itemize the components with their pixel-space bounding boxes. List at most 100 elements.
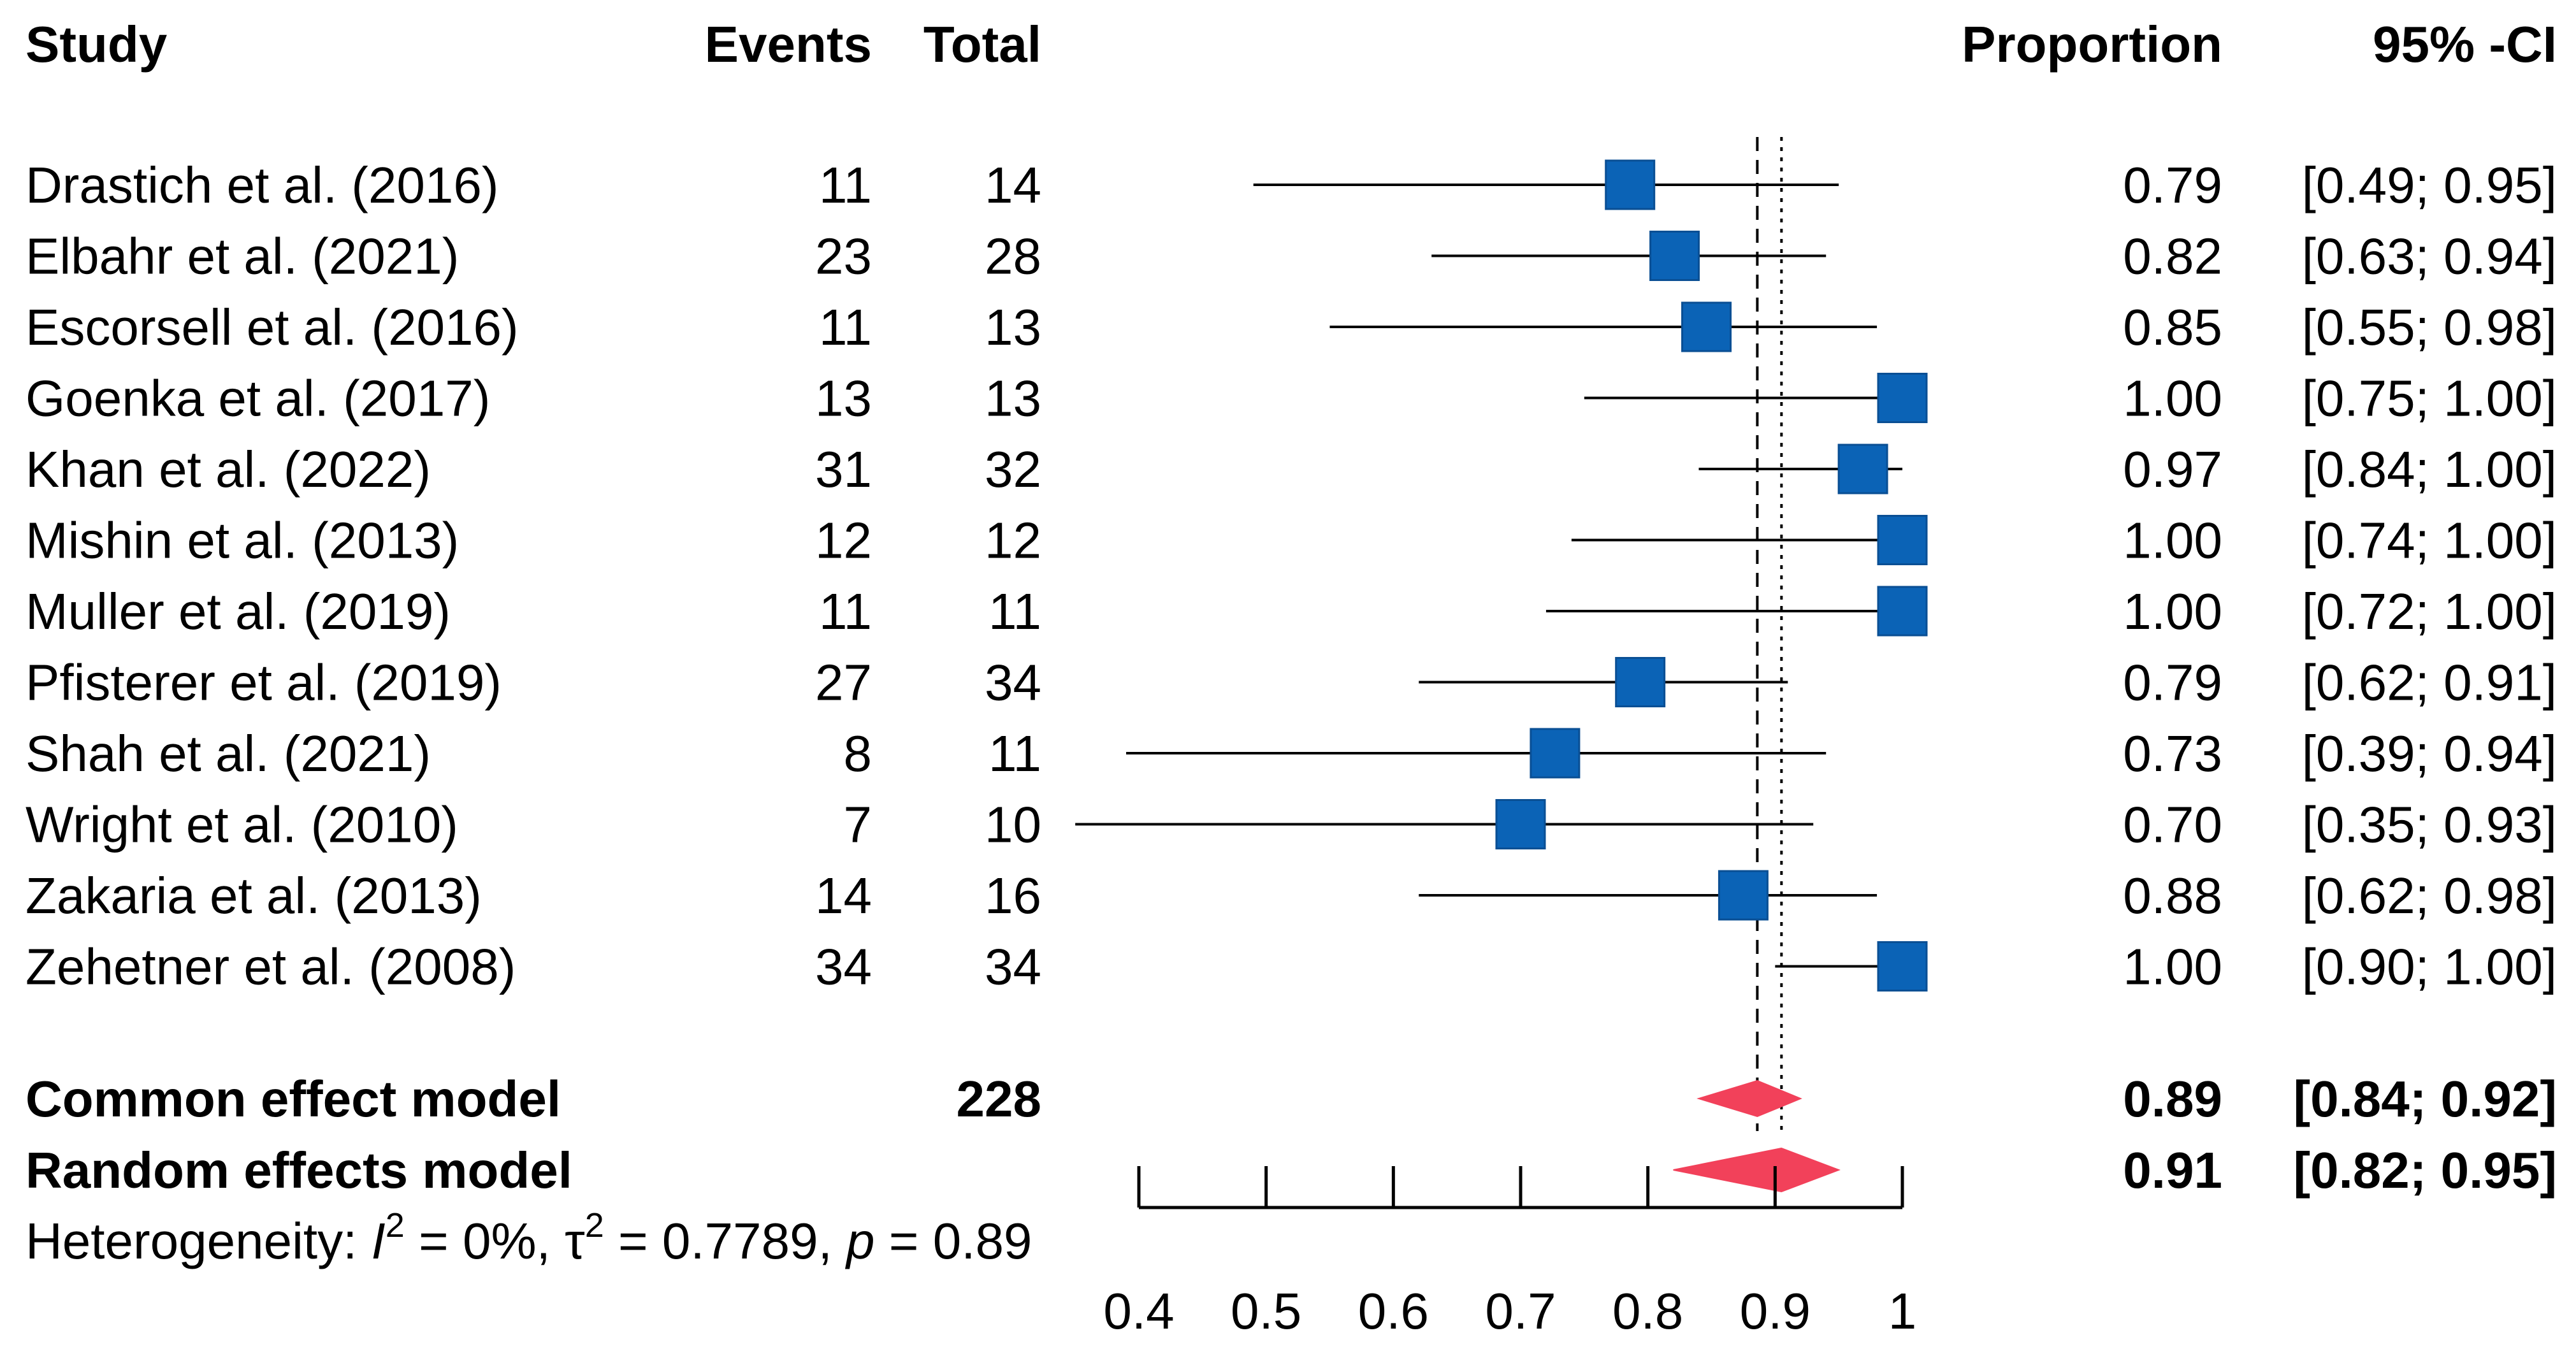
- study-total: 28: [985, 228, 1041, 285]
- study-ci: [0.84; 1.00]: [2302, 441, 2557, 498]
- x-axis-tick-label: 0.7: [1485, 1283, 1556, 1339]
- het-p-value: = 0.89: [875, 1213, 1032, 1269]
- header-study: Study: [25, 16, 168, 73]
- header-events: Events: [705, 16, 872, 73]
- study-events: 31: [815, 441, 872, 498]
- study-ci: [0.62; 0.98]: [2302, 867, 2557, 924]
- study-name: Zakaria et al. (2013): [25, 867, 482, 924]
- study-ci: [0.62; 0.91]: [2302, 654, 2557, 711]
- study-ci: [0.39; 0.94]: [2302, 725, 2557, 782]
- study-total: 13: [985, 299, 1041, 356]
- study-proportion: 0.82: [2123, 228, 2222, 285]
- x-axis-tick-label: 0.5: [1231, 1283, 1301, 1339]
- study-ci: [0.63; 0.94]: [2302, 228, 2557, 285]
- study-proportion: 0.88: [2123, 867, 2222, 924]
- study-events: 11: [819, 583, 872, 640]
- study-square: [1718, 870, 1769, 921]
- model-proportion: 0.91: [2123, 1142, 2222, 1199]
- random-effects-diamond: [1673, 1147, 1841, 1193]
- study-proportion: 0.70: [2123, 797, 2222, 853]
- study-events: 13: [815, 370, 872, 427]
- study-proportion: 1.00: [2123, 370, 2222, 427]
- study-events: 11: [819, 299, 872, 356]
- header-ci: 95% -CI: [2373, 16, 2557, 73]
- study-total: 34: [985, 654, 1041, 711]
- study-square: [1605, 159, 1656, 210]
- study-name: Elbahr et al. (2021): [25, 228, 459, 285]
- study-total: 12: [985, 512, 1041, 569]
- study-total: 11: [988, 725, 1041, 782]
- study-square: [1495, 799, 1546, 849]
- study-square: [1877, 941, 1928, 992]
- study-ci: [0.55; 0.98]: [2302, 299, 2557, 356]
- het-i2-value: = 0%,: [405, 1213, 565, 1269]
- study-ci: [0.90; 1.00]: [2302, 939, 2557, 995]
- het-tau-value: = 0.7789,: [604, 1213, 846, 1269]
- study-proportion: 0.97: [2123, 441, 2222, 498]
- study-events: 7: [844, 797, 872, 853]
- study-name: Zehetner et al. (2008): [25, 939, 516, 995]
- study-name: Escorsell et al. (2016): [25, 299, 519, 356]
- het-i-symbol: I: [372, 1213, 386, 1269]
- heterogeneity-text: Heterogeneity: I2 = 0%, τ2 = 0.7789, p =…: [25, 1206, 1032, 1269]
- study-total: 34: [985, 939, 1041, 995]
- study-proportion: 0.73: [2123, 725, 2222, 782]
- model-ci: [0.82; 0.95]: [2293, 1142, 2557, 1199]
- x-axis-tick-label: 0.9: [1740, 1283, 1811, 1339]
- plot-area: 0.4 0.5 0.6 0.7 0.8 0.9 1: [1075, 137, 1928, 1339]
- het-prefix: Heterogeneity:: [25, 1213, 372, 1269]
- model-total: 228: [957, 1071, 1041, 1127]
- study-square: [1615, 657, 1666, 707]
- study-name: Goenka et al. (2017): [25, 370, 490, 427]
- study-proportion: 0.79: [2123, 157, 2222, 213]
- het-tau-symbol: τ: [565, 1213, 585, 1269]
- study-proportion: 1.00: [2123, 583, 2222, 640]
- study-name: Muller et al. (2019): [25, 583, 451, 640]
- study-square: [1877, 586, 1928, 637]
- study-ci: [0.74; 1.00]: [2302, 512, 2557, 569]
- study-proportion: 0.85: [2123, 299, 2222, 356]
- het-p-symbol: p: [845, 1213, 875, 1269]
- study-total: 11: [988, 583, 1041, 640]
- model-proportion: 0.89: [2123, 1071, 2222, 1127]
- model-ci: [0.84; 0.92]: [2293, 1071, 2557, 1127]
- study-events: 27: [815, 654, 872, 711]
- x-axis-tick-label: 0.6: [1358, 1283, 1429, 1339]
- study-name: Khan et al. (2022): [25, 441, 431, 498]
- study-total: 14: [985, 157, 1041, 213]
- study-events: 12: [815, 512, 872, 569]
- study-square: [1877, 515, 1928, 565]
- common-effect-diamond: [1697, 1079, 1802, 1118]
- x-axis-tick-label: 0.8: [1612, 1283, 1683, 1339]
- study-events: 8: [844, 725, 872, 782]
- study-name: Pfisterer et al. (2019): [25, 654, 502, 711]
- study-square: [1681, 301, 1732, 352]
- study-square: [1530, 728, 1581, 779]
- model-rows: Common effect model 228 0.89 [0.84; 0.92] Ra…: [25, 1071, 2557, 1199]
- x-axis-tick-label: 0.4: [1103, 1283, 1174, 1339]
- model-name: Random effects model: [25, 1142, 572, 1199]
- study-total: 10: [985, 797, 1041, 853]
- study-name: Shah et al. (2021): [25, 725, 431, 782]
- study-events: 34: [815, 939, 872, 995]
- x-axis-tick-label: 1: [1888, 1283, 1917, 1339]
- model-name: Common effect model: [25, 1071, 561, 1127]
- study-square: [1877, 373, 1928, 423]
- study-events: 11: [819, 157, 872, 213]
- study-ci: [0.35; 0.93]: [2302, 797, 2557, 853]
- study-total: 13: [985, 370, 1041, 427]
- study-name: Wright et al. (2010): [25, 797, 458, 853]
- study-proportion: 1.00: [2123, 939, 2222, 995]
- study-ci: [0.72; 1.00]: [2302, 583, 2557, 640]
- study-name: Drastich et al. (2016): [25, 157, 499, 213]
- study-events: 14: [815, 867, 872, 924]
- study-rows: Drastich et al. (2016) 11 14 0.79 [0.49; 0.9…: [25, 157, 2557, 995]
- het-i-superscript: 2: [386, 1206, 405, 1244]
- study-square: [1837, 444, 1888, 494]
- study-ci: [0.49; 0.95]: [2302, 157, 2557, 213]
- header-proportion: Proportion: [1962, 16, 2222, 73]
- study-total: 16: [985, 867, 1041, 924]
- het-tau-superscript: 2: [585, 1206, 604, 1244]
- study-proportion: 1.00: [2123, 512, 2222, 569]
